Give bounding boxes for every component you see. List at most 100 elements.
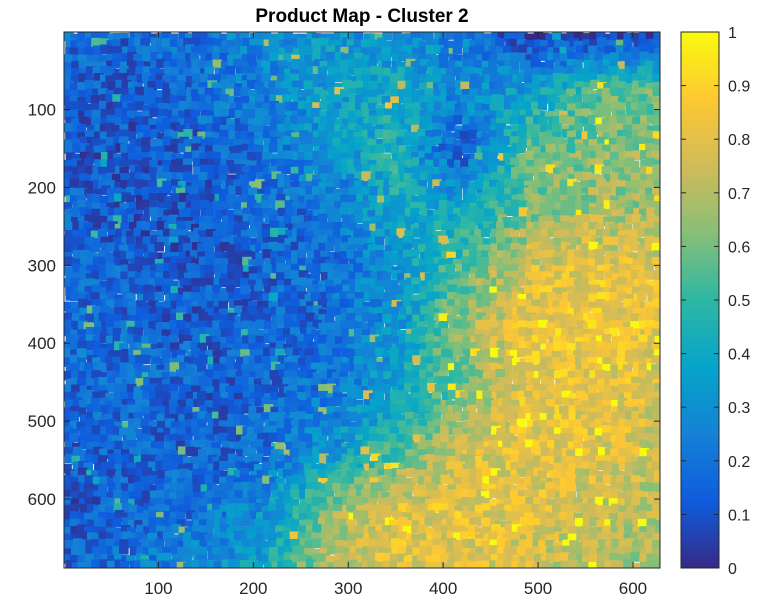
heatmap-cell bbox=[626, 383, 636, 394]
heatmap-cell bbox=[454, 129, 465, 140]
heatmap-cell bbox=[140, 173, 150, 183]
heatmap-cell bbox=[120, 223, 130, 233]
heatmap-cell bbox=[168, 236, 179, 247]
heatmap-cell bbox=[441, 130, 452, 141]
heatmap-cell bbox=[342, 118, 352, 128]
heatmap-cell bbox=[468, 243, 479, 253]
heatmap-cell bbox=[64, 301, 74, 312]
heatmap-cell bbox=[476, 237, 486, 248]
heatmap-cell bbox=[233, 392, 244, 403]
heatmap-cell bbox=[510, 242, 521, 253]
heatmap-cell bbox=[566, 32, 577, 42]
heatmap-cell bbox=[112, 284, 122, 294]
heatmap-cell bbox=[460, 299, 470, 309]
heatmap-cell bbox=[497, 95, 508, 105]
heatmap-cell bbox=[178, 100, 189, 111]
heatmap-cell bbox=[383, 221, 393, 232]
heatmap-cell bbox=[545, 74, 555, 85]
heatmap-cell bbox=[226, 285, 236, 295]
heatmap-cell bbox=[567, 195, 577, 205]
heatmap-cell bbox=[568, 364, 579, 375]
heatmap-cell bbox=[150, 343, 161, 354]
heatmap-cell bbox=[490, 314, 500, 324]
heatmap-cell bbox=[560, 376, 571, 387]
heatmap-cell bbox=[361, 306, 372, 316]
heatmap-cell bbox=[157, 132, 167, 142]
heatmap-cell bbox=[69, 207, 80, 217]
heatmap-cell bbox=[531, 242, 542, 252]
heatmap-cell bbox=[141, 365, 151, 375]
heatmap-cell bbox=[93, 256, 103, 267]
heatmap-cell bbox=[440, 405, 450, 415]
heatmap-cell bbox=[432, 179, 442, 189]
heatmap-cell bbox=[651, 343, 660, 354]
heatmap-cell bbox=[64, 202, 73, 212]
heatmap-cell bbox=[375, 329, 386, 339]
heatmap-cell bbox=[412, 425, 423, 436]
heatmap-cell bbox=[312, 47, 323, 57]
heatmap-cell bbox=[460, 229, 470, 239]
heatmap-cell bbox=[339, 291, 349, 302]
heatmap-cell bbox=[460, 278, 471, 288]
heatmap-cell bbox=[346, 313, 356, 323]
heatmap-cell bbox=[511, 384, 522, 395]
heatmap-cell bbox=[609, 200, 620, 211]
heatmap-cell bbox=[205, 209, 215, 219]
heatmap-cell bbox=[233, 272, 244, 282]
heatmap-cell bbox=[383, 123, 393, 133]
heatmap-cell bbox=[363, 434, 373, 445]
heatmap-cell bbox=[369, 334, 380, 345]
heatmap-cell bbox=[625, 306, 636, 316]
heatmap-cell bbox=[306, 181, 316, 191]
heatmap-cell bbox=[595, 335, 606, 345]
heatmap-cell bbox=[418, 244, 428, 254]
heatmap-cell bbox=[567, 137, 578, 147]
heatmap-cell bbox=[594, 224, 605, 234]
heatmap-cell bbox=[588, 195, 599, 205]
heatmap-cell bbox=[199, 333, 210, 344]
heatmap-cell bbox=[544, 349, 555, 359]
heatmap-cell bbox=[531, 53, 541, 63]
heatmap-cell bbox=[382, 313, 392, 324]
heatmap-cell bbox=[133, 227, 143, 238]
heatmap-cell bbox=[72, 54, 82, 65]
heatmap-cell bbox=[426, 54, 436, 64]
heatmap-cell bbox=[468, 412, 479, 422]
heatmap-cell bbox=[375, 257, 385, 268]
heatmap-cell bbox=[219, 321, 229, 331]
heatmap-cell bbox=[311, 186, 322, 196]
heatmap-cell bbox=[645, 89, 656, 99]
heatmap-cell bbox=[64, 312, 72, 323]
heatmap-cell bbox=[169, 59, 179, 69]
heatmap-cell bbox=[539, 384, 550, 394]
heatmap-cell bbox=[490, 88, 500, 99]
heatmap-cell bbox=[617, 341, 628, 352]
heatmap-cell bbox=[128, 244, 138, 254]
heatmap-cell bbox=[362, 440, 372, 450]
heatmap-cell bbox=[106, 159, 117, 169]
heatmap-cell bbox=[284, 321, 294, 331]
heatmap-cell bbox=[496, 250, 507, 260]
heatmap-cell bbox=[566, 277, 577, 288]
heatmap-cell bbox=[70, 33, 80, 44]
heatmap-cell bbox=[219, 193, 229, 204]
heatmap-cell bbox=[518, 222, 529, 233]
heatmap-cell bbox=[475, 357, 486, 368]
heatmap-cell bbox=[468, 235, 479, 245]
heatmap-cell bbox=[526, 222, 536, 232]
heatmap-cell bbox=[360, 412, 371, 423]
heatmap-cell bbox=[211, 293, 222, 303]
heatmap-cell bbox=[447, 383, 458, 394]
heatmap-cell bbox=[476, 398, 486, 409]
heatmap-cell bbox=[503, 172, 513, 182]
heatmap-cell bbox=[389, 347, 400, 358]
heatmap-cell bbox=[248, 357, 259, 367]
heatmap-cell bbox=[92, 188, 102, 199]
heatmap-cell bbox=[617, 291, 627, 301]
heatmap-cell bbox=[633, 279, 643, 290]
heatmap-cell bbox=[248, 259, 258, 269]
heatmap-cell bbox=[496, 285, 507, 295]
heatmap-cell bbox=[198, 312, 209, 322]
heatmap-cell bbox=[633, 39, 643, 49]
heatmap-cell bbox=[275, 158, 286, 169]
